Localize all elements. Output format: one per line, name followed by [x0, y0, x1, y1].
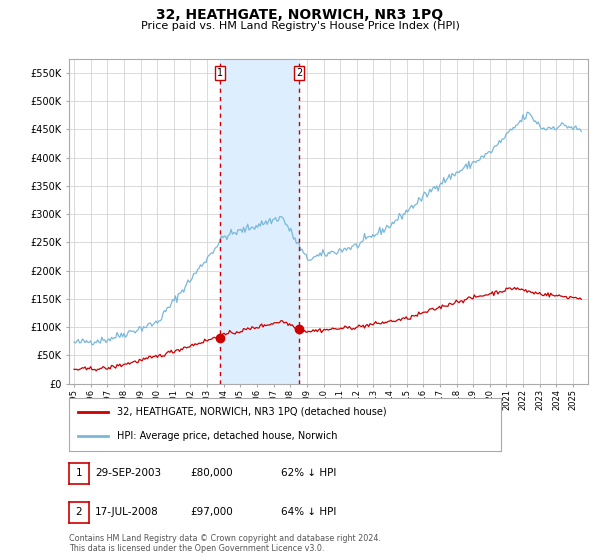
Text: 32, HEATHGATE, NORWICH, NR3 1PQ (detached house): 32, HEATHGATE, NORWICH, NR3 1PQ (detache…	[116, 407, 386, 417]
Text: HPI: Average price, detached house, Norwich: HPI: Average price, detached house, Norw…	[116, 431, 337, 441]
Text: 64% ↓ HPI: 64% ↓ HPI	[281, 507, 336, 517]
Bar	[220, 59, 299, 384]
Text: Contains HM Land Registry data © Crown copyright and database right 2024.
This d: Contains HM Land Registry data © Crown c…	[69, 534, 381, 553]
Text: 1: 1	[217, 68, 223, 78]
Text: 2: 2	[296, 68, 302, 78]
Text: 29-SEP-2003: 29-SEP-2003	[95, 468, 161, 478]
Text: 17-JUL-2008: 17-JUL-2008	[95, 507, 158, 517]
Text: 62% ↓ HPI: 62% ↓ HPI	[281, 468, 336, 478]
Text: Price paid vs. HM Land Registry's House Price Index (HPI): Price paid vs. HM Land Registry's House …	[140, 21, 460, 31]
Text: £80,000: £80,000	[191, 468, 233, 478]
Text: 1: 1	[76, 468, 82, 478]
Text: £97,000: £97,000	[191, 507, 233, 517]
Text: 2: 2	[76, 507, 82, 517]
Text: 32, HEATHGATE, NORWICH, NR3 1PQ: 32, HEATHGATE, NORWICH, NR3 1PQ	[157, 8, 443, 22]
